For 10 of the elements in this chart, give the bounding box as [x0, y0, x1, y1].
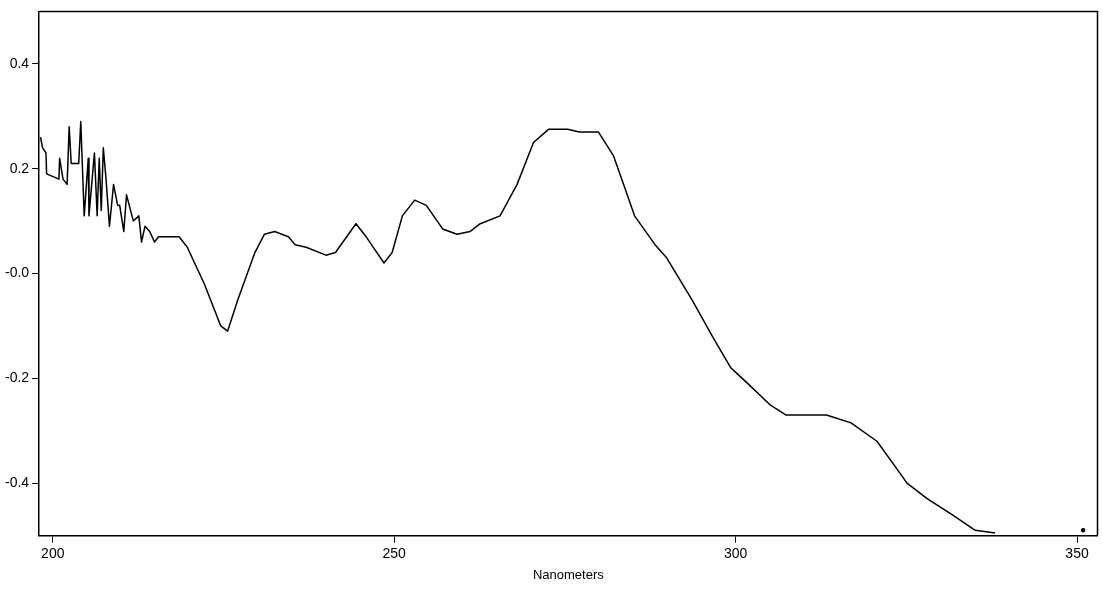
x-tick-label: 250: [382, 544, 407, 561]
x-tick-label: 200: [41, 544, 65, 561]
y-tick-label: -0.0: [5, 264, 30, 281]
y-tick-label: -0.4: [5, 474, 30, 491]
x-tick-label: 300: [723, 544, 748, 561]
y-tick-label: -0.2: [5, 369, 30, 386]
x-axis-title: Nanometers: [532, 566, 605, 582]
x-tick-label: 350: [1065, 544, 1089, 561]
y-tick-label: 0.4: [9, 54, 30, 71]
y-tick-label: 0.2: [9, 159, 30, 176]
